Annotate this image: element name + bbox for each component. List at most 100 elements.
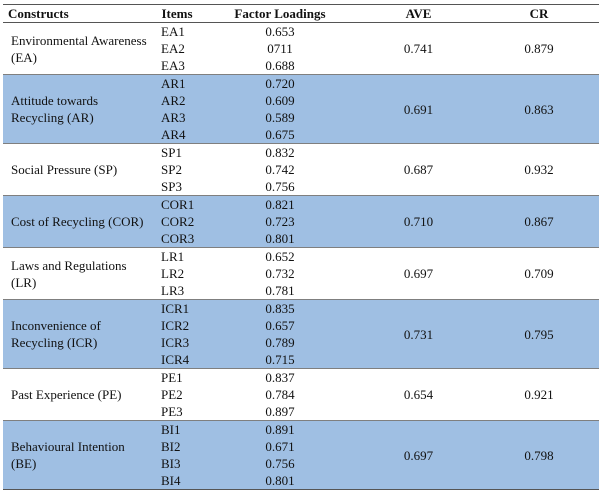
table-row: Environmental Awareness (EA) EA1 0.653 0.74…: [3, 22, 599, 75]
header-ave: AVE: [358, 4, 479, 23]
item-code: COR1: [152, 195, 202, 213]
item-code: SP2: [152, 161, 202, 178]
item-code: LR3: [152, 282, 202, 300]
construct-group: Social Pressure (SP) SP1 0.832 0.687 0.932 SP…: [3, 143, 599, 196]
factor-loading-value: 0.837: [202, 368, 358, 386]
factor-loading-value: 0.723: [202, 213, 358, 230]
item-code: EA1: [152, 22, 202, 40]
factor-loading-value: 0.732: [202, 265, 358, 282]
table-row: EA2 0711: [3, 40, 599, 57]
construct-group: Past Experience (PE) PE1 0.837 0.654 0.921 PE…: [3, 368, 599, 421]
item-code: ICR1: [152, 299, 202, 317]
item-code: AR1: [152, 74, 202, 92]
cr-value: 0.798: [479, 420, 599, 490]
construct-name: Laws and Regulations (LR): [3, 247, 152, 300]
item-code: PE3: [152, 403, 202, 421]
construct-name: Cost of Recycling (COR): [3, 195, 152, 248]
item-code: EA3: [152, 57, 202, 75]
item-code: PE1: [152, 368, 202, 386]
construct-group: Inconvenience of Recycling (ICR) ICR1 0.83…: [3, 299, 599, 369]
factor-loading-value: 0.720: [202, 74, 358, 92]
item-code: AR4: [152, 126, 202, 144]
table-row: LR2 0.732: [3, 265, 599, 282]
factor-loading-value: 0.832: [202, 143, 358, 161]
table-row: AR4 0.675: [3, 126, 599, 144]
factor-loading-value: 0.657: [202, 317, 358, 334]
item-code: LR1: [152, 247, 202, 265]
table-row: AR3 0.589: [3, 109, 599, 126]
ave-value: 0.697: [358, 420, 479, 490]
item-code: ICR4: [152, 351, 202, 369]
ave-value: 0.710: [358, 195, 479, 248]
construct-name: Past Experience (PE): [3, 368, 152, 421]
table-row: ICR3 0.789: [3, 334, 599, 351]
item-code: BI3: [152, 455, 202, 472]
construct-name: Attitude towards Recycling (AR): [3, 74, 152, 144]
ave-value: 0.697: [358, 247, 479, 300]
item-code: PE2: [152, 386, 202, 403]
factor-loadings-table: Constructs Items Factor Loadings AVE CR …: [3, 4, 599, 490]
item-code: BI1: [152, 420, 202, 438]
item-code: EA2: [152, 40, 202, 57]
table-row: ICR4 0.715: [3, 351, 599, 369]
item-code: LR2: [152, 265, 202, 282]
factor-loading-value: 0.715: [202, 351, 358, 369]
cr-value: 0.921: [479, 368, 599, 421]
table-row: Past Experience (PE) PE1 0.837 0.654 0.921: [3, 368, 599, 421]
table-row: PE2 0.784: [3, 386, 599, 403]
factor-loading-value: 0.589: [202, 109, 358, 126]
table-row: Social Pressure (SP) SP1 0.832 0.687 0.932: [3, 143, 599, 196]
construct-name: Social Pressure (SP): [3, 143, 152, 196]
construct-group: Behavioural Intention (BE) BI1 0.891 0.697 0…: [3, 420, 599, 490]
table-row: SP2 0.742: [3, 161, 599, 178]
factor-loading-value: 0.789: [202, 334, 358, 351]
factor-loading-value: 0.675: [202, 126, 358, 144]
table-row: BI4 0.801: [3, 472, 599, 490]
ave-value: 0.691: [358, 74, 479, 144]
cr-value: 0.879: [479, 22, 599, 75]
construct-group: Attitude towards Recycling (AR) AR1 0.720 0…: [3, 74, 599, 144]
item-code: BI2: [152, 438, 202, 455]
cr-value: 0.932: [479, 143, 599, 196]
item-code: ICR2: [152, 317, 202, 334]
table-row: Inconvenience of Recycling (ICR) ICR1 0.83…: [3, 299, 599, 369]
ave-value: 0.687: [358, 143, 479, 196]
factor-loading-value: 0.609: [202, 92, 358, 109]
item-code: BI4: [152, 472, 202, 490]
table-row: Behavioural Intention (BE) BI1 0.891 0.697 0…: [3, 420, 599, 490]
ave-value: 0.731: [358, 299, 479, 369]
item-code: ICR3: [152, 334, 202, 351]
table-row: EA3 0.688: [3, 57, 599, 75]
factor-loading-value: 0.784: [202, 386, 358, 403]
factor-loading-value: 0.742: [202, 161, 358, 178]
cr-value: 0.867: [479, 195, 599, 248]
table-row: AR2 0.609: [3, 92, 599, 109]
factor-loading-value: 0.781: [202, 282, 358, 300]
header-constructs: Constructs: [3, 4, 152, 23]
factor-loading-value: 0.652: [202, 247, 358, 265]
table-row: SP3 0.756: [3, 178, 599, 196]
factor-loading-value: 0.801: [202, 230, 358, 248]
item-code: SP1: [152, 143, 202, 161]
ave-value: 0.654: [358, 368, 479, 421]
construct-name: Environmental Awareness (EA): [3, 22, 152, 75]
table-row: Laws and Regulations (LR) LR1 0.652 0.697 0.…: [3, 247, 599, 300]
item-code: COR2: [152, 213, 202, 230]
factor-loading-value: 0.756: [202, 178, 358, 196]
cr-value: 0.795: [479, 299, 599, 369]
table-row: ICR2 0.657: [3, 317, 599, 334]
construct-group: Cost of Recycling (COR) COR1 0.821 0.710 0.8…: [3, 195, 599, 248]
item-code: COR3: [152, 230, 202, 248]
factor-loading-value: 0.821: [202, 195, 358, 213]
item-code: AR2: [152, 92, 202, 109]
construct-name: Behavioural Intention (BE): [3, 420, 152, 490]
table-row: COR2 0.723: [3, 213, 599, 230]
table-row: BI2 0.671: [3, 438, 599, 455]
table-row: Cost of Recycling (COR) COR1 0.821 0.710 0.8…: [3, 195, 599, 248]
factor-loading-value: 0.653: [202, 22, 358, 40]
table-row: COR3 0.801: [3, 230, 599, 248]
header-items: Items: [152, 4, 202, 23]
cr-value: 0.863: [479, 74, 599, 144]
factor-loading-value: 0.671: [202, 438, 358, 455]
header-factor-loadings: Factor Loadings: [202, 4, 358, 23]
